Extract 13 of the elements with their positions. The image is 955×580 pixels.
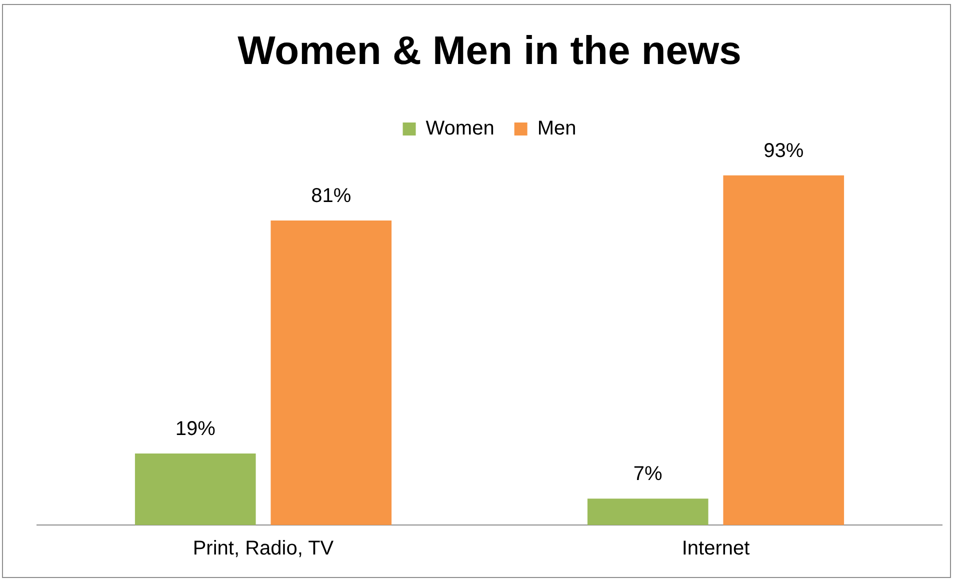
data-label: 93%: [764, 140, 804, 162]
bar: [723, 175, 844, 525]
bar: [587, 498, 708, 525]
legend-label: Men: [537, 118, 576, 140]
data-label: 19%: [175, 418, 216, 440]
bar: [134, 454, 256, 525]
chart-title: Women & Men in the news: [238, 29, 742, 74]
x-tick-label: Internet: [682, 538, 750, 560]
legend-label: Women: [426, 118, 494, 140]
data-label: 81%: [311, 184, 352, 207]
bar: [270, 220, 392, 525]
x-tick-label: Print, Radio, TV: [192, 538, 334, 560]
data-label: 7%: [633, 463, 663, 486]
